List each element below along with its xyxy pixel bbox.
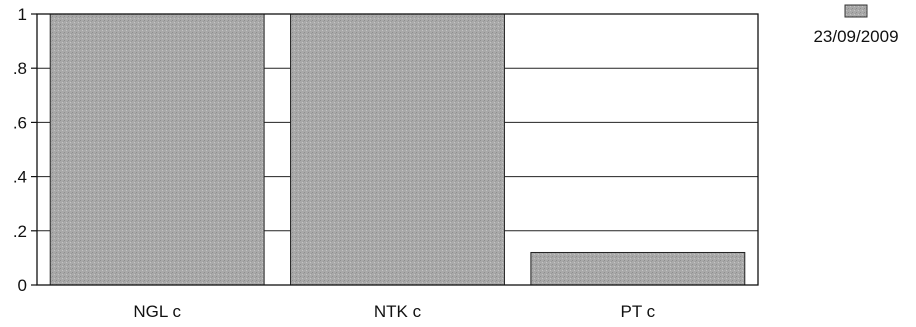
legend-label: 23/09/2009 (813, 27, 898, 46)
bar-ngl-c (49, 13, 265, 286)
plot-frame (36, 13, 759, 286)
y-tick-label: .4 (13, 168, 27, 187)
legend-swatch (844, 4, 868, 18)
bar-pt-c (530, 251, 746, 286)
y-tick-label: .8 (13, 59, 27, 78)
x-tick-label: NTK c (374, 302, 422, 321)
x-axis-labels: NGL c NTK c PT c (133, 302, 655, 321)
y-tick-label: 1 (18, 5, 27, 24)
bar-ntk-c (290, 13, 505, 286)
x-tick-label: PT c (621, 302, 656, 321)
bars (49, 13, 746, 286)
y-tick-label: 0 (18, 276, 27, 295)
x-tick-label: NGL c (133, 302, 181, 321)
y-tick-label: .2 (13, 222, 27, 241)
y-axis-ticks: 0 .2 .4 .6 .8 1 (13, 5, 37, 295)
legend: 23/09/2009 (813, 4, 899, 46)
y-tick-label: .6 (13, 113, 27, 132)
